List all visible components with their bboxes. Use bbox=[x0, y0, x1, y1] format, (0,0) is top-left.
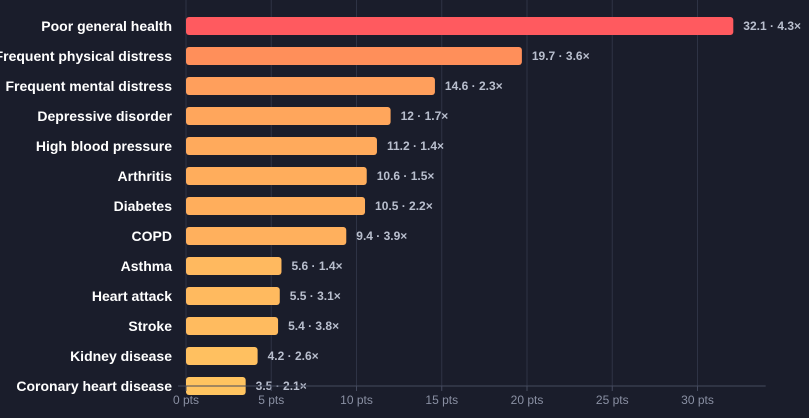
x-axis: 0 pts 5 pts 10 pts 15 pts 20 pts 25 pts 30 pts bbox=[173, 385, 766, 407]
x-tick-label: 25 pts bbox=[596, 393, 629, 407]
bar bbox=[186, 107, 391, 125]
category-label: Depressive disorder bbox=[37, 108, 172, 124]
bar bbox=[186, 17, 734, 35]
bar bbox=[186, 287, 280, 305]
category-label: Arthritis bbox=[118, 168, 173, 184]
category-label: Heart attack bbox=[92, 288, 172, 304]
data-label: 11.2 · 1.4× bbox=[387, 139, 444, 153]
bars bbox=[186, 17, 734, 395]
category-label: COPD bbox=[132, 228, 172, 244]
x-tick-label: 5 pts bbox=[258, 393, 284, 407]
x-tick-label: 0 pts bbox=[173, 393, 199, 407]
x-tick-label: 15 pts bbox=[425, 393, 458, 407]
category-label: High blood pressure bbox=[36, 138, 172, 154]
category-label: Coronary heart disease bbox=[16, 378, 172, 394]
data-label: 9.4 · 3.9× bbox=[356, 229, 407, 243]
data-label: 19.7 · 3.6× bbox=[532, 49, 590, 63]
category-label: Diabetes bbox=[114, 198, 173, 214]
data-label: 10.6 · 1.5× bbox=[377, 169, 435, 183]
category-label: Asthma bbox=[121, 258, 173, 274]
bar bbox=[186, 227, 347, 245]
data-label: 5.6 · 1.4× bbox=[291, 259, 342, 273]
bar bbox=[186, 77, 435, 95]
x-tick-label: 10 pts bbox=[340, 393, 373, 407]
data-label: 4.2 · 2.6× bbox=[268, 349, 319, 363]
data-label: 12 · 1.7× bbox=[401, 109, 449, 123]
bar bbox=[186, 317, 279, 335]
bar bbox=[186, 347, 258, 365]
bar bbox=[186, 257, 282, 275]
data-label: 5.4 · 3.8× bbox=[288, 319, 339, 333]
bar bbox=[186, 47, 522, 65]
category-label: Stroke bbox=[128, 318, 172, 334]
data-label: 10.5 · 2.2× bbox=[375, 199, 433, 213]
bar bbox=[186, 197, 366, 215]
data-label: 32.1 · 4.3× bbox=[743, 19, 801, 33]
category-label: Kidney disease bbox=[70, 348, 172, 364]
category-label: Frequent physical distress bbox=[0, 48, 172, 64]
x-tick-label: 20 pts bbox=[511, 393, 544, 407]
bar bbox=[186, 137, 377, 155]
data-label: 5.5 · 3.1× bbox=[290, 289, 341, 303]
category-label: Frequent mental distress bbox=[6, 78, 173, 94]
bar bbox=[186, 167, 367, 185]
data-label: 14.6 · 2.3× bbox=[445, 79, 503, 93]
category-labels: Poor general health Frequent physical dis… bbox=[0, 18, 173, 394]
category-label: Poor general health bbox=[41, 18, 172, 34]
x-tick-label: 30 pts bbox=[681, 393, 714, 407]
